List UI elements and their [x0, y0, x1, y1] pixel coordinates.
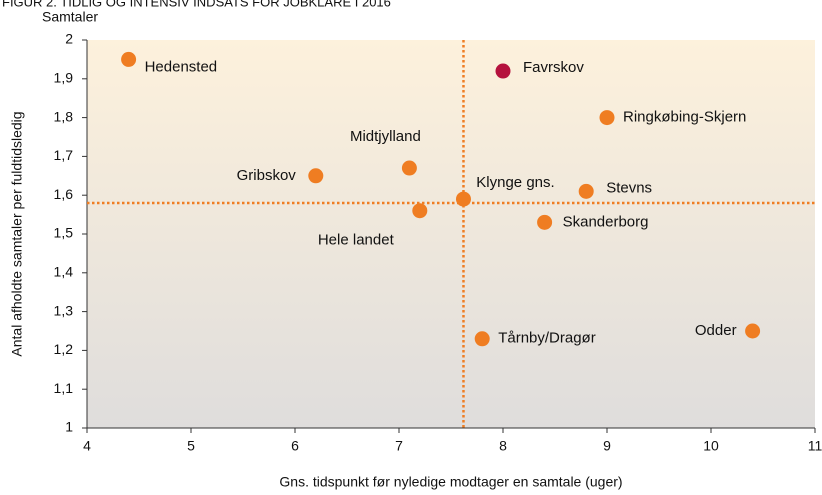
point-label: Odder [695, 322, 737, 339]
plot-area [87, 40, 815, 428]
point-label: Skanderborg [563, 213, 649, 230]
x-axis-label: Gns. tidspunkt før nyledige modtager en … [279, 474, 622, 490]
y-tick-label: 1,1 [54, 380, 74, 396]
point-label: Favrskov [523, 59, 584, 76]
point [455, 191, 471, 207]
y-tick-label: 1,8 [54, 108, 74, 124]
x-tick-label: 11 [808, 438, 822, 454]
point-label: Gribskov [237, 167, 297, 184]
y-unit-label: Samtaler [42, 9, 98, 25]
y-tick-label: 1,7 [54, 147, 74, 163]
y-tick-label: 1,6 [54, 186, 74, 202]
y-tick-label: 2 [65, 31, 73, 47]
point-label: Midtjylland [350, 128, 421, 145]
point [745, 323, 761, 339]
x-tick-label: 7 [395, 438, 403, 454]
point [401, 160, 417, 176]
point-label: Hedensted [145, 58, 218, 75]
point [537, 214, 553, 230]
y-tick-label: 1,4 [54, 264, 74, 280]
y-tick-label: 1 [65, 419, 73, 435]
x-tick-label: 10 [703, 438, 719, 454]
point [495, 63, 511, 79]
point [121, 51, 137, 67]
x-tick-label: 6 [291, 438, 299, 454]
point [474, 331, 490, 347]
y-tick-label: 1,3 [54, 302, 74, 318]
point [412, 203, 428, 219]
y-tick-label: 1,9 [54, 70, 74, 86]
x-tick-label: 8 [499, 438, 507, 454]
point-label: Tårnby/Dragør [498, 330, 596, 347]
y-axis-label: Antal afholdte samtaler per fuldtidsledi… [9, 111, 25, 356]
y-tick-label: 1,2 [54, 341, 74, 357]
x-tick-label: 4 [83, 438, 91, 454]
point-label: Hele landet [318, 232, 395, 249]
point-label: Stevns [606, 179, 652, 196]
point [308, 168, 324, 184]
x-tick-label: 9 [603, 438, 611, 454]
x-tick-label: 5 [187, 438, 195, 454]
point-label: Ringkøbing-Skjern [623, 109, 746, 126]
y-tick-label: 1,5 [54, 225, 74, 241]
point [599, 110, 615, 126]
point [578, 183, 594, 199]
point-label: Klynge gns. [476, 174, 554, 191]
chart-title: FIGUR 2. TIDLIG OG INTENSIV INDSATS FOR … [2, 0, 391, 9]
